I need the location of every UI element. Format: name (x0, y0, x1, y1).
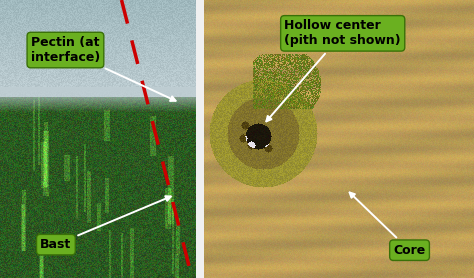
Text: Pectin (at
interface): Pectin (at interface) (31, 36, 176, 101)
Text: Core: Core (350, 192, 426, 257)
Text: Hollow center
(pith not shown): Hollow center (pith not shown) (266, 19, 401, 121)
Text: Bast: Bast (40, 196, 171, 251)
